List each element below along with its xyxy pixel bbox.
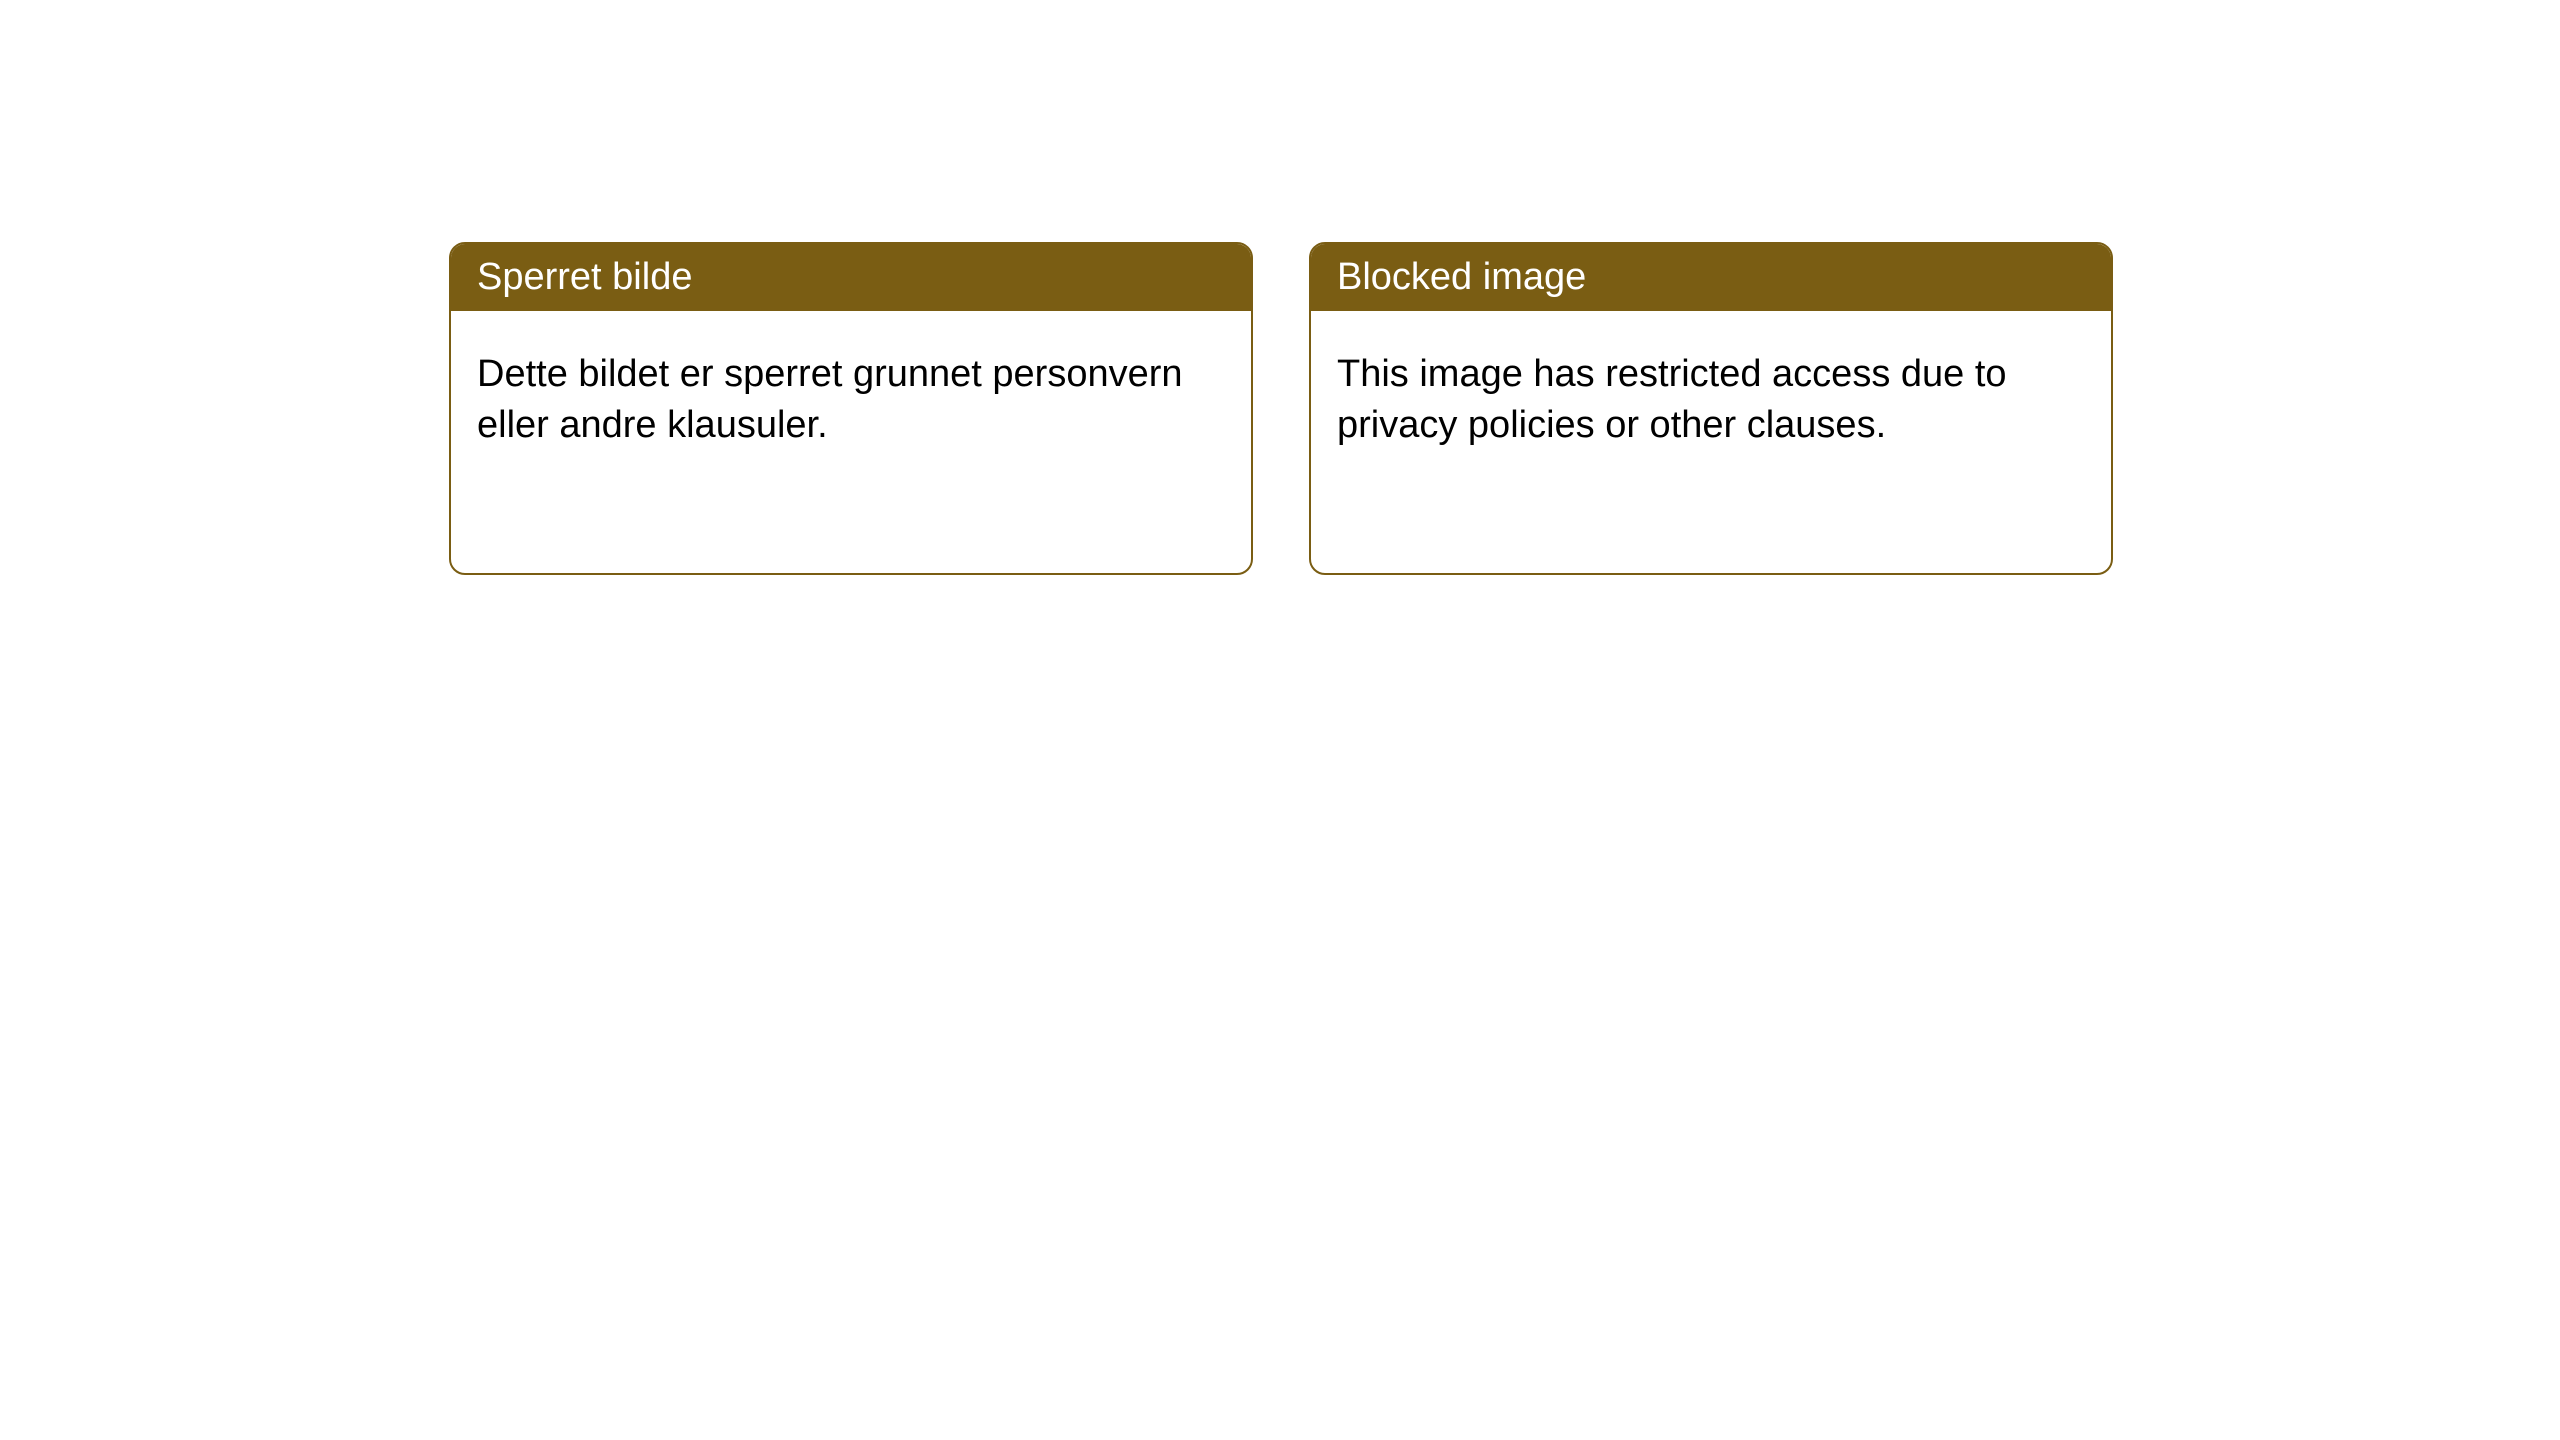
notice-card-norwegian: Sperret bilde Dette bildet er sperret gr… — [449, 242, 1253, 575]
notice-body-text: This image has restricted access due to … — [1337, 353, 2007, 446]
notice-card-english: Blocked image This image has restricted … — [1309, 242, 2113, 575]
notice-body-norwegian: Dette bildet er sperret grunnet personve… — [451, 311, 1251, 490]
notice-body-text: Dette bildet er sperret grunnet personve… — [477, 353, 1183, 446]
notice-header-norwegian: Sperret bilde — [451, 244, 1251, 311]
notice-body-english: This image has restricted access due to … — [1311, 311, 2111, 490]
notice-container: Sperret bilde Dette bildet er sperret gr… — [0, 0, 2560, 575]
notice-header-english: Blocked image — [1311, 244, 2111, 311]
notice-title: Blocked image — [1337, 256, 1586, 298]
notice-title: Sperret bilde — [477, 256, 692, 298]
